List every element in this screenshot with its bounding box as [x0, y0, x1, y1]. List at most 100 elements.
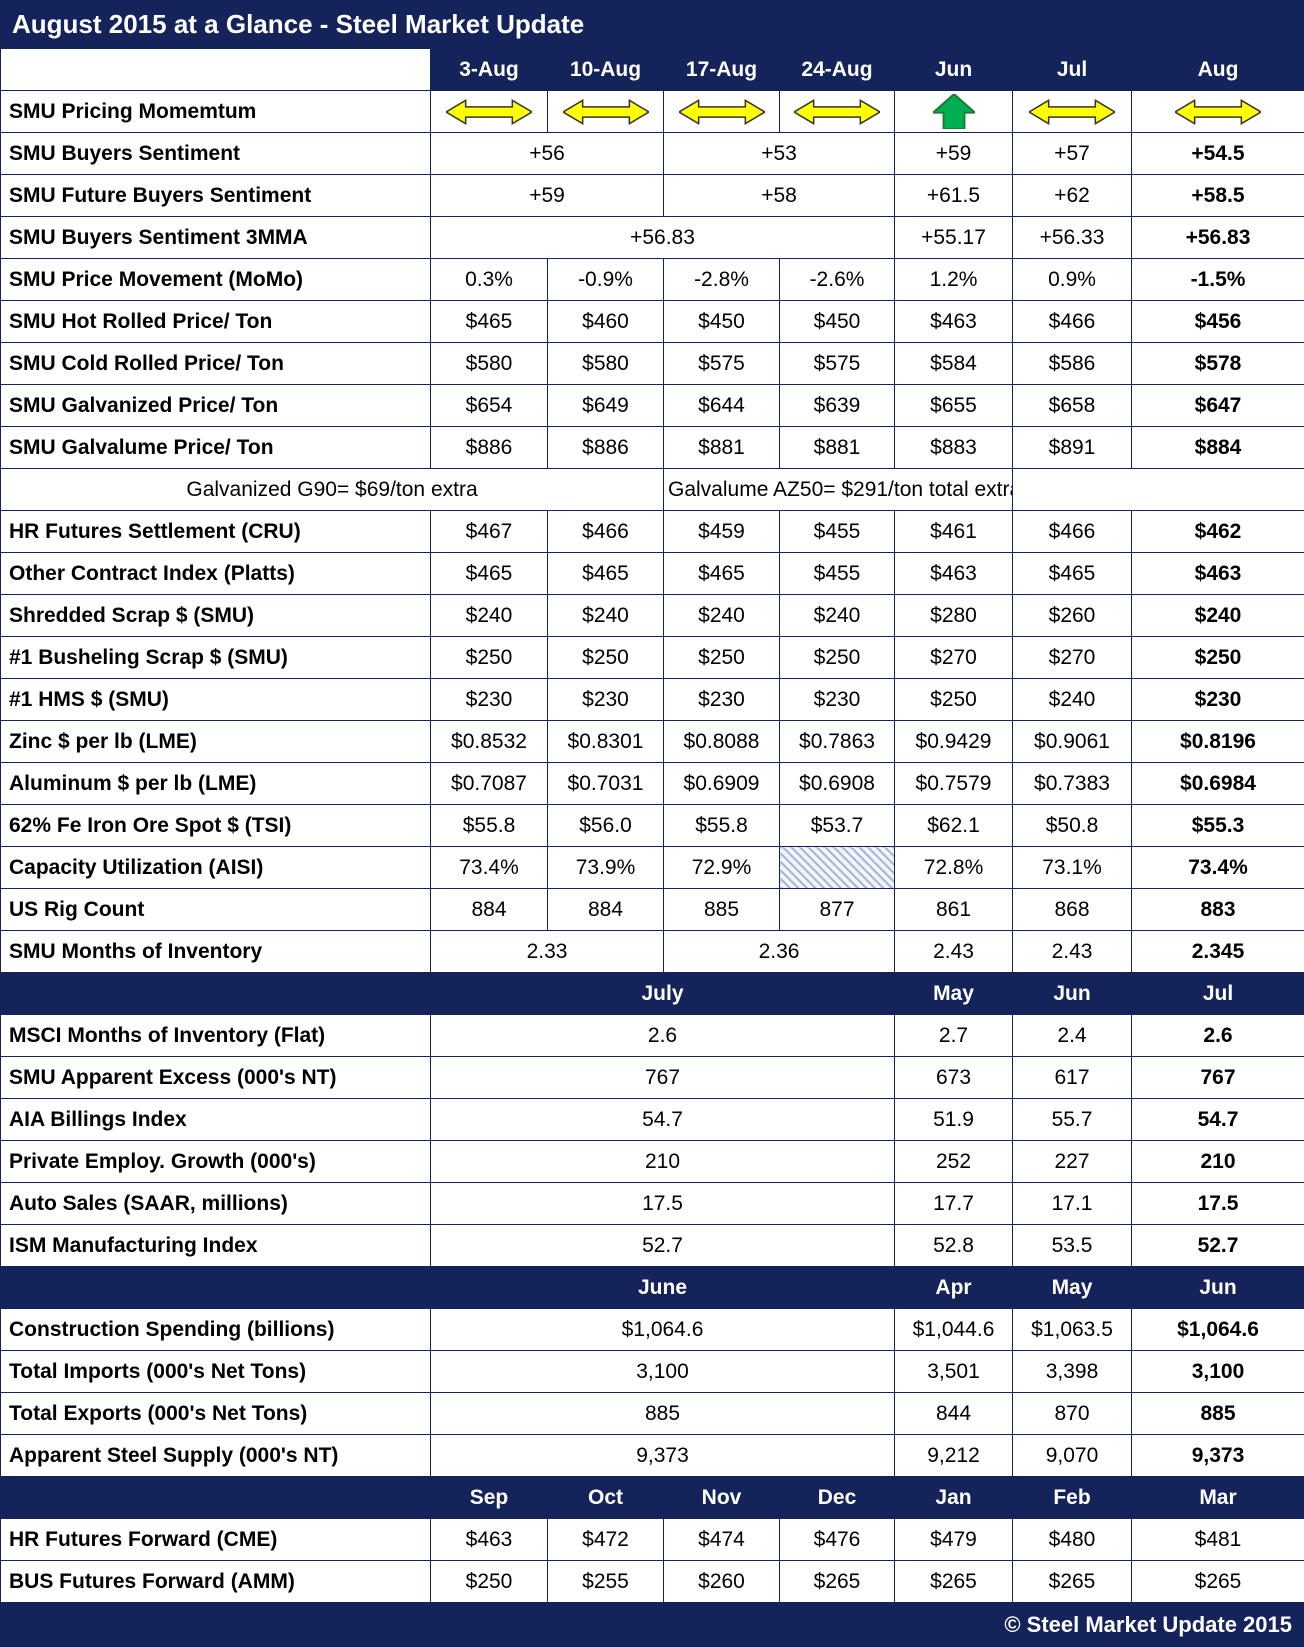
value-cell: $0.7579 [895, 763, 1013, 805]
column-header: Oct [548, 1477, 664, 1519]
row-label: #1 HMS $ (SMU) [1, 679, 431, 721]
value-cell: $580 [548, 343, 664, 385]
row-bus-futures-forward: BUS Futures Forward (AMM)$250$255$260$26… [1, 1561, 1304, 1603]
value-cell: $455 [780, 511, 895, 553]
value-cell: 252 [895, 1141, 1013, 1183]
row-label: SMU Apparent Excess (000's NT) [1, 1057, 431, 1099]
value-cell: $230 [431, 679, 548, 721]
row-label: ISM Manufacturing Index [1, 1225, 431, 1267]
value-cell: 2.43 [1013, 931, 1132, 973]
value-cell: $240 [431, 595, 548, 637]
blank-cell [1, 973, 431, 1015]
row-label: BUS Futures Forward (AMM) [1, 1561, 431, 1603]
column-header: June [431, 1267, 895, 1309]
value-cell: $575 [780, 343, 895, 385]
column-header: Jun [1013, 973, 1132, 1015]
row-construction-spending: Construction Spending (billions)$1,064.6… [1, 1309, 1304, 1351]
value-cell: 3,398 [1013, 1351, 1132, 1393]
value-cell: $1,064.6 [1132, 1309, 1304, 1351]
column-header: Mar [1132, 1477, 1304, 1519]
value-cell: $466 [548, 511, 664, 553]
value-cell: +62 [1013, 175, 1132, 217]
column-header: May [1013, 1267, 1132, 1309]
value-cell: $474 [664, 1519, 780, 1561]
value-cell: +56 [431, 133, 664, 175]
value-cell: $62.1 [895, 805, 1013, 847]
value-cell: $55.8 [431, 805, 548, 847]
value-cell: $465 [431, 301, 548, 343]
row-label: SMU Cold Rolled Price/ Ton [1, 343, 431, 385]
row-label: 62% Fe Iron Ore Spot $ (TSI) [1, 805, 431, 847]
value-cell: 52.7 [431, 1225, 895, 1267]
value-cell: 9,070 [1013, 1435, 1132, 1477]
value-cell: 17.7 [895, 1183, 1013, 1225]
row-label: HR Futures Settlement (CRU) [1, 511, 431, 553]
value-cell: $465 [1013, 553, 1132, 595]
value-cell: $584 [895, 343, 1013, 385]
value-cell: 885 [1132, 1393, 1304, 1435]
row-label: SMU Price Movement (MoMo) [1, 259, 431, 301]
column-header: Dec [780, 1477, 895, 1519]
value-cell: 72.9% [664, 847, 780, 889]
value-cell: $658 [1013, 385, 1132, 427]
value-cell: $240 [548, 595, 664, 637]
value-cell: $53.7 [780, 805, 895, 847]
value-cell: $886 [548, 427, 664, 469]
value-cell: +61.5 [895, 175, 1013, 217]
row-zinc: Zinc $ per lb (LME)$0.8532$0.8301$0.8088… [1, 721, 1304, 763]
value-cell: 2.6 [431, 1015, 895, 1057]
value-cell: $886 [431, 427, 548, 469]
value-cell: $654 [431, 385, 548, 427]
value-cell: $0.8532 [431, 721, 548, 763]
value-cell: $891 [1013, 427, 1132, 469]
momentum-flat-icon [563, 98, 649, 126]
value-cell: 884 [431, 889, 548, 931]
value-cell: $465 [664, 553, 780, 595]
value-cell: $467 [431, 511, 548, 553]
value-cell: $250 [1132, 637, 1304, 679]
value-cell: $644 [664, 385, 780, 427]
value-cell: $479 [895, 1519, 1013, 1561]
value-cell: $230 [664, 679, 780, 721]
value-cell: $455 [780, 553, 895, 595]
row-label: Auto Sales (SAAR, millions) [1, 1183, 431, 1225]
value-cell: $260 [664, 1561, 780, 1603]
momentum-cell [895, 91, 1013, 133]
value-cell: $0.9429 [895, 721, 1013, 763]
row-label: Total Imports (000's Net Tons) [1, 1351, 431, 1393]
row-label: HR Futures Forward (CME) [1, 1519, 431, 1561]
row-smu-buyers-sentiment-3mma: SMU Buyers Sentiment 3MMA+56.83+55.17+56… [1, 217, 1304, 259]
value-cell: -1.5% [1132, 259, 1304, 301]
value-cell: $230 [780, 679, 895, 721]
value-cell: $580 [431, 343, 548, 385]
value-cell: 2.33 [431, 931, 664, 973]
value-cell: $463 [895, 553, 1013, 595]
value-cell: $450 [780, 301, 895, 343]
value-cell: $250 [548, 637, 664, 679]
momentum-cell [431, 91, 548, 133]
row-smu-cold-rolled-price: SMU Cold Rolled Price/ Ton$580$580$575$5… [1, 343, 1304, 385]
value-cell: 2.36 [664, 931, 895, 973]
value-cell: 51.9 [895, 1099, 1013, 1141]
value-cell: $250 [780, 637, 895, 679]
value-cell: $460 [548, 301, 664, 343]
value-cell: 210 [431, 1141, 895, 1183]
momentum-up-icon [933, 94, 975, 129]
value-cell: 17.5 [431, 1183, 895, 1225]
value-cell: $466 [1013, 301, 1132, 343]
value-cell: 2.6 [1132, 1015, 1304, 1057]
value-cell: $1,064.6 [431, 1309, 895, 1351]
value-cell: $250 [431, 637, 548, 679]
row-label: Total Exports (000's Net Tons) [1, 1393, 431, 1435]
value-cell: $250 [895, 679, 1013, 721]
value-cell: 884 [548, 889, 664, 931]
row-label: SMU Months of Inventory [1, 931, 431, 973]
value-cell: 883 [1132, 889, 1304, 931]
value-cell: 52.7 [1132, 1225, 1304, 1267]
value-cell: $0.6984 [1132, 763, 1304, 805]
row-label: MSCI Months of Inventory (Flat) [1, 1015, 431, 1057]
momentum-flat-icon [679, 98, 765, 126]
